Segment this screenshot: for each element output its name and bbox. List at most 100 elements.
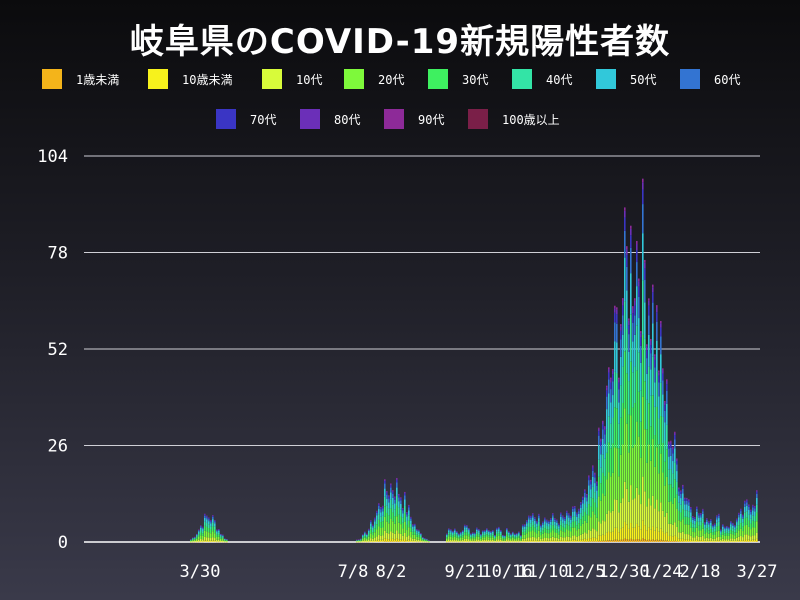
bar-segment	[612, 370, 614, 375]
bar-segment	[606, 390, 608, 397]
bar-segment	[454, 532, 456, 535]
bar-segment	[606, 396, 608, 410]
bar-segment	[478, 532, 480, 535]
bar-segment	[574, 506, 576, 508]
legend-label: 20代	[378, 72, 405, 87]
bar-segment	[370, 540, 372, 542]
bar-segment	[602, 429, 604, 439]
bar-segment	[396, 495, 398, 506]
bar-segment	[588, 515, 590, 531]
bar-segment	[374, 528, 376, 533]
bar-segment	[544, 537, 546, 541]
bar-segment	[538, 515, 540, 519]
bar-segment	[400, 509, 402, 517]
bar-segment	[738, 536, 740, 541]
bar-segment	[578, 509, 580, 510]
bar-segment	[216, 541, 218, 542]
bar-segment	[408, 505, 410, 507]
bar-segment	[710, 537, 712, 541]
bar-segment	[652, 395, 654, 440]
bar-segment	[464, 535, 466, 539]
bar-segment	[708, 538, 710, 541]
bar-segment	[528, 526, 530, 532]
bar-segment	[610, 532, 612, 541]
bar-segment	[642, 233, 644, 281]
bar-segment	[752, 510, 754, 516]
bar-segment	[732, 524, 734, 526]
bar-segment	[406, 524, 408, 531]
bar-segment	[488, 533, 490, 536]
bar-segment	[200, 525, 202, 527]
bar-segment	[584, 504, 586, 512]
bar-segment	[636, 421, 638, 488]
bar-segment	[680, 498, 682, 505]
bar-segment	[680, 490, 682, 492]
x-tick-label: 7/8	[338, 562, 369, 582]
bar-segment	[652, 539, 654, 542]
bar-segment	[568, 540, 570, 542]
bar-segment	[552, 525, 554, 531]
bar-segment	[378, 505, 380, 510]
bar-segment	[218, 529, 220, 530]
bar-segment	[628, 528, 630, 540]
bar-segment	[586, 533, 588, 540]
bar-segment	[592, 528, 594, 538]
bar-segment	[698, 517, 700, 522]
bar-segment	[668, 442, 670, 445]
bar-segment	[498, 541, 500, 542]
bar-segment	[674, 540, 676, 542]
bar-segment	[508, 532, 510, 533]
bar-segment	[538, 514, 540, 516]
bar-segment	[580, 539, 582, 542]
bar-segment	[378, 504, 380, 506]
bar-segment	[690, 539, 692, 542]
bar-segment	[580, 502, 582, 504]
bar-segment	[518, 534, 520, 537]
bar-segment	[520, 537, 522, 539]
bar-segment	[550, 532, 552, 538]
bar-segment	[520, 540, 522, 542]
bar-segment	[492, 531, 494, 534]
bar-segment	[576, 512, 578, 514]
bar-segment	[506, 531, 508, 535]
bar-segment	[216, 529, 218, 531]
bar-segment	[714, 540, 716, 542]
bar-segment	[470, 535, 472, 538]
bar-segment	[364, 536, 366, 538]
bar-segment	[558, 534, 560, 539]
bar-segment	[744, 539, 746, 542]
bar-segment	[704, 524, 706, 528]
bar-segment	[590, 541, 592, 542]
bar-segment	[694, 524, 696, 528]
bar-segment	[386, 505, 388, 513]
bar-segment	[574, 527, 576, 536]
bar-segment	[604, 458, 606, 477]
bar-segment	[588, 494, 590, 505]
bar-segment	[564, 519, 566, 521]
bar-segment	[464, 525, 466, 526]
bar-segment	[650, 345, 652, 354]
bar-segment	[620, 324, 622, 327]
bar-segment	[392, 493, 394, 498]
bar-segment	[504, 539, 506, 541]
bar-segment	[492, 535, 494, 538]
bar-segment	[648, 305, 650, 316]
bar-segment	[518, 533, 520, 535]
bar-segment	[368, 536, 370, 540]
bar-segment	[700, 530, 702, 537]
bar-segment	[510, 534, 512, 536]
bar-segment	[536, 540, 538, 542]
bar-segment	[508, 535, 510, 538]
bar-segment	[660, 416, 662, 454]
bar-segment	[666, 384, 668, 391]
bar-segment	[740, 511, 742, 514]
bar-segment	[694, 540, 696, 542]
bar-segment	[634, 539, 636, 542]
bar-segment	[756, 497, 758, 505]
bar-segment	[396, 487, 398, 496]
bar-segment	[678, 487, 680, 489]
bar-segment	[200, 526, 202, 528]
bar-segment	[722, 529, 724, 532]
bar-segment	[404, 521, 406, 533]
bar-segment	[462, 535, 464, 538]
